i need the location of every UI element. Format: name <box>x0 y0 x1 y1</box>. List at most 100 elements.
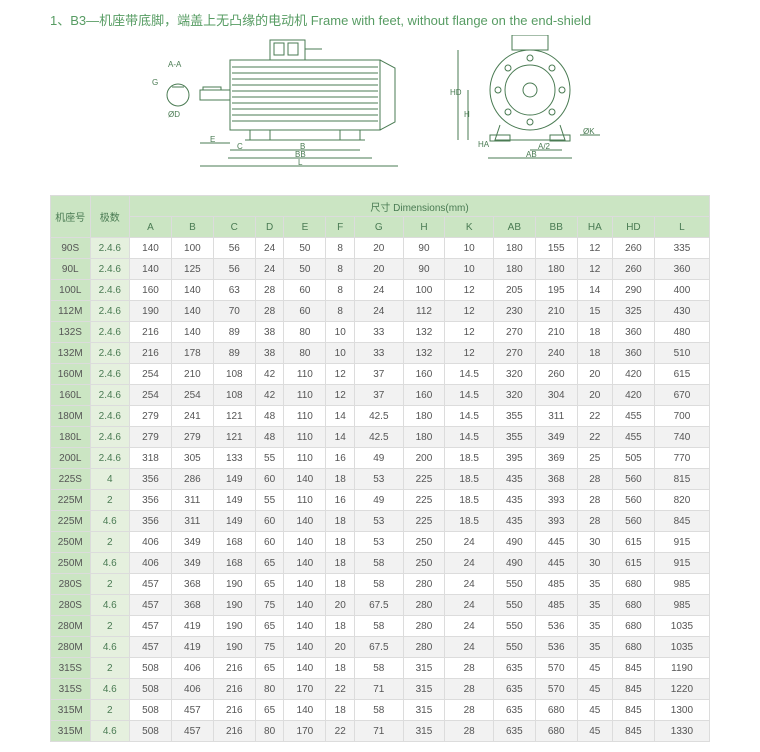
table-cell: 8 <box>326 280 355 301</box>
table-cell: 305 <box>171 448 213 469</box>
table-cell: 508 <box>130 700 172 721</box>
table-cell: 280 <box>403 574 445 595</box>
table-cell: 406 <box>130 553 172 574</box>
table-cell: 254 <box>130 364 172 385</box>
table-cell: 60 <box>284 301 326 322</box>
table-cell: 70 <box>213 301 255 322</box>
table-cell: 985 <box>654 595 709 616</box>
table-cell: 10 <box>445 259 493 280</box>
table-cell: 110 <box>284 490 326 511</box>
col-header-pole: 极数 <box>90 196 130 238</box>
table-cell: 356 <box>130 490 172 511</box>
table-cell: 455 <box>612 427 654 448</box>
table-cell: 14.5 <box>445 427 493 448</box>
table-cell: 335 <box>654 238 709 259</box>
table-cell: 178 <box>171 343 213 364</box>
col-header: HD <box>612 217 654 238</box>
table-cell: 28 <box>255 301 284 322</box>
table-cell: 550 <box>493 637 535 658</box>
table-cell: 89 <box>213 322 255 343</box>
table-cell: 457 <box>130 616 172 637</box>
table-cell: 80 <box>255 721 284 742</box>
table-cell: 35 <box>577 637 612 658</box>
table-cell: 149 <box>213 511 255 532</box>
table-cell: 190 <box>130 301 172 322</box>
table-cell: 65 <box>255 700 284 721</box>
table-cell: 490 <box>493 532 535 553</box>
table-cell: 53 <box>355 511 403 532</box>
table-cell: 680 <box>612 574 654 595</box>
table-cell: 80 <box>284 343 326 364</box>
table-cell: 35 <box>577 574 612 595</box>
table-cell: 22 <box>577 406 612 427</box>
table-cell: 28 <box>577 469 612 490</box>
table-cell: 149 <box>213 469 255 490</box>
col-header: BB <box>535 217 577 238</box>
table-cell: 180M <box>51 406 91 427</box>
dim-label: AB <box>526 150 537 159</box>
table-cell: 445 <box>535 532 577 553</box>
table-cell: 60 <box>255 469 284 490</box>
table-cell: 845 <box>612 700 654 721</box>
table-cell: 419 <box>171 616 213 637</box>
table-cell: 508 <box>130 658 172 679</box>
table-cell: 279 <box>130 427 172 448</box>
table-cell: 770 <box>654 448 709 469</box>
table-cell: 140 <box>284 658 326 679</box>
table-cell: 406 <box>171 658 213 679</box>
table-cell: 4.6 <box>90 679 130 700</box>
table-cell: 536 <box>535 637 577 658</box>
table-cell: 615 <box>612 553 654 574</box>
table-cell: 8 <box>326 238 355 259</box>
table-cell: 320 <box>493 385 535 406</box>
table-cell: 435 <box>493 490 535 511</box>
table-cell: 356 <box>130 469 172 490</box>
table-cell: 480 <box>654 322 709 343</box>
table-cell: 225 <box>403 469 445 490</box>
table-cell: 75 <box>255 637 284 658</box>
table-cell: 18.5 <box>445 490 493 511</box>
table-cell: 315S <box>51 679 91 700</box>
table-cell: 510 <box>654 343 709 364</box>
table-cell: 140 <box>284 532 326 553</box>
table-cell: 180L <box>51 427 91 448</box>
table-cell: 315S <box>51 658 91 679</box>
table-cell: 160 <box>403 385 445 406</box>
table-cell: 140 <box>284 700 326 721</box>
table-cell: 140 <box>284 469 326 490</box>
table-cell: 15 <box>577 301 612 322</box>
table-cell: 210 <box>535 301 577 322</box>
table-cell: 110 <box>284 385 326 406</box>
table-row: 132M2.4.62161788938801033132122702401836… <box>51 343 710 364</box>
table-cell: 75 <box>255 595 284 616</box>
table-cell: 1330 <box>654 721 709 742</box>
table-cell: 140 <box>171 301 213 322</box>
table-cell: 14 <box>326 406 355 427</box>
table-cell: 12 <box>445 301 493 322</box>
table-row: 132S2.4.62161408938801033132122702101836… <box>51 322 710 343</box>
motor-end-view: HD H HA A/2 AB ØK <box>450 35 610 175</box>
table-cell: 132S <box>51 322 91 343</box>
table-cell: 2.4.6 <box>90 322 130 343</box>
table-cell: 48 <box>255 406 284 427</box>
table-cell: 14.5 <box>445 364 493 385</box>
table-cell: 320 <box>493 364 535 385</box>
table-cell: 42 <box>255 385 284 406</box>
table-cell: 33 <box>355 343 403 364</box>
table-cell: 65 <box>255 658 284 679</box>
table-cell: 133 <box>213 448 255 469</box>
table-cell: 132 <box>403 322 445 343</box>
table-cell: 2 <box>90 490 130 511</box>
table-cell: 279 <box>130 406 172 427</box>
table-cell: 28 <box>445 658 493 679</box>
table-cell: 457 <box>130 637 172 658</box>
table-cell: 20 <box>326 595 355 616</box>
table-row: 112M2.4.61901407028608241121223021015325… <box>51 301 710 322</box>
table-cell: 360 <box>654 259 709 280</box>
table-cell: 140 <box>130 238 172 259</box>
table-cell: 2.4.6 <box>90 406 130 427</box>
table-cell: 48 <box>255 427 284 448</box>
table-row: 315S4.6508406216801702271315286355704584… <box>51 679 710 700</box>
table-cell: 210 <box>171 364 213 385</box>
table-cell: 18.5 <box>445 448 493 469</box>
